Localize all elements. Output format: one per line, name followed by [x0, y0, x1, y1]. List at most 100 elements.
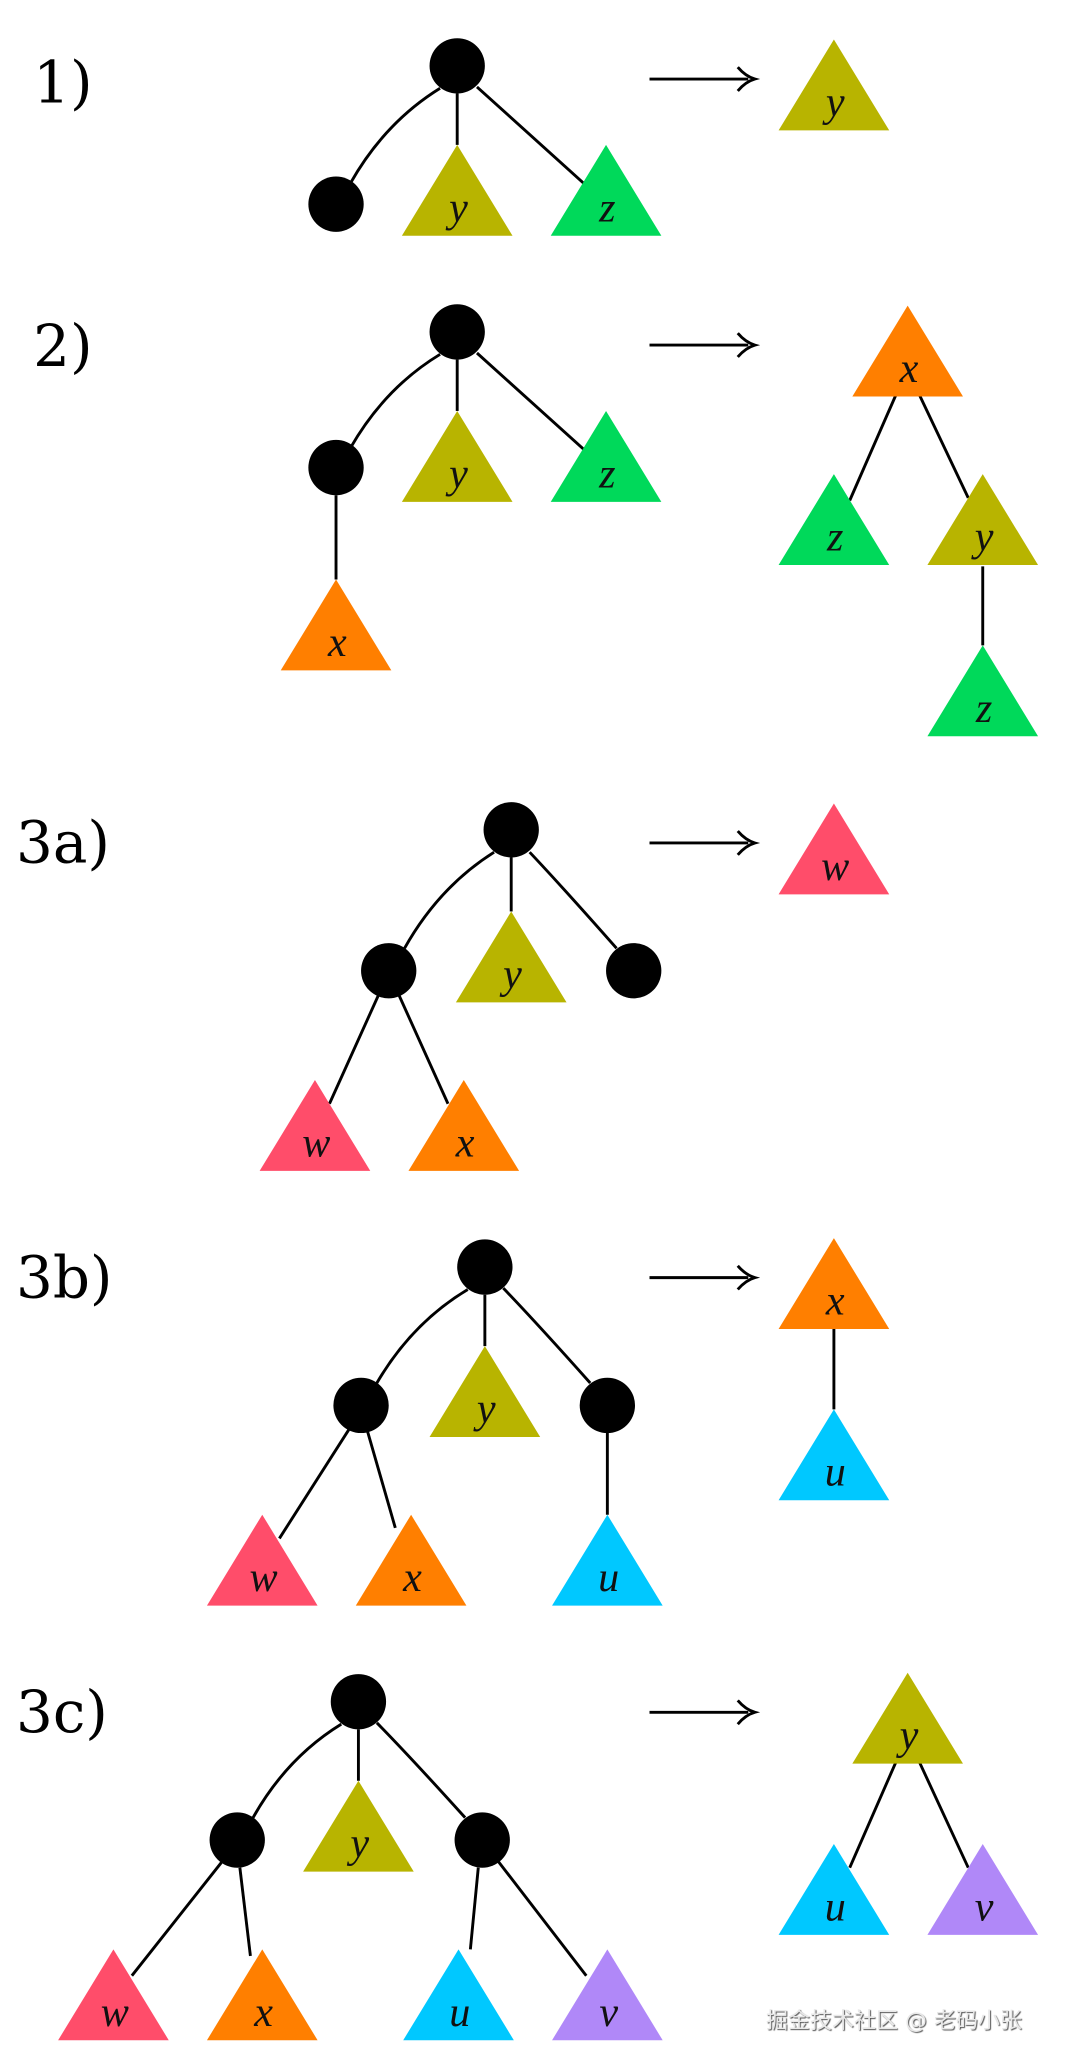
- subtree-triangle-v: [927, 1843, 1039, 1935]
- subtree-label: u: [825, 1883, 846, 1930]
- subtree-label: x: [327, 619, 347, 666]
- subtree-triangle-z: [778, 474, 890, 566]
- subtree-label: y: [445, 184, 468, 231]
- panel-label: 2): [33, 312, 92, 380]
- subtree-triangle-y: [455, 911, 567, 1003]
- subtree-triangle-x: [778, 1238, 890, 1329]
- subtree-label: y: [896, 1712, 919, 1759]
- subtree-triangle-y: [303, 1780, 414, 1872]
- internal-node: [308, 176, 364, 232]
- subtree-triangle-x: [408, 1080, 520, 1171]
- edge: [496, 1860, 588, 1977]
- edge: [349, 87, 441, 184]
- edge: [848, 394, 898, 502]
- subtree-triangle-w: [206, 1514, 318, 1606]
- internal-node: [333, 1377, 389, 1434]
- subtree-triangle-v: [552, 1949, 663, 2041]
- subtree-triangle-u: [778, 1409, 890, 1501]
- subtree-label: u: [449, 1989, 470, 2036]
- subtree-triangle-u: [552, 1514, 663, 1606]
- subtree-label: y: [971, 514, 994, 561]
- edge: [848, 1761, 898, 1869]
- subtree-label: x: [253, 1989, 273, 2036]
- subtree-triangle-x: [280, 579, 392, 671]
- internal-node: [579, 1377, 636, 1434]
- subtree-triangle-y: [429, 1346, 541, 1437]
- subtree-triangle-u: [403, 1949, 514, 2041]
- edge: [349, 353, 441, 449]
- subtree-label: y: [499, 951, 522, 998]
- internal-node: [361, 943, 417, 999]
- subtree-label: w: [101, 1989, 129, 2036]
- subtree-label: v: [599, 1989, 618, 2036]
- subtree-label: z: [598, 450, 615, 497]
- edge: [375, 1721, 467, 1819]
- subtree-triangle-x: [355, 1514, 467, 1606]
- internal-node: [429, 304, 485, 360]
- edge: [375, 1288, 469, 1384]
- subtree-triangle-y: [401, 410, 513, 502]
- arrow-icon: [736, 830, 761, 856]
- subtree-label: w: [250, 1554, 278, 1601]
- internal-node: [454, 1812, 510, 1868]
- subtree-triangle-y: [401, 144, 513, 236]
- subtree-triangle-y: [927, 474, 1039, 566]
- internal-node: [429, 38, 485, 94]
- subtree-triangle-z: [550, 144, 662, 236]
- subtree-label: z: [975, 685, 992, 732]
- subtree-label: x: [825, 1278, 845, 1325]
- subtree-label: u: [825, 1449, 846, 1496]
- subtree-triangle-y: [778, 39, 890, 131]
- subtree-label: x: [402, 1554, 422, 1601]
- internal-node: [308, 439, 364, 496]
- subtree-label: y: [346, 1820, 369, 1867]
- internal-node: [606, 943, 662, 999]
- subtree-label: z: [598, 184, 615, 231]
- subtree-triangle-w: [778, 803, 890, 895]
- edge: [328, 995, 380, 1105]
- subtree-triangle-z: [550, 410, 662, 502]
- edge: [475, 85, 586, 186]
- internal-node: [330, 1674, 387, 1730]
- subtree-triangle-y: [852, 1672, 963, 1764]
- edge: [502, 1287, 592, 1384]
- subtree-label: w: [821, 843, 849, 890]
- arrow-icon: [736, 332, 761, 358]
- edge: [366, 1431, 397, 1529]
- subtree-triangle-x: [852, 305, 963, 397]
- subtree-label: x: [899, 345, 919, 392]
- subtree-label: y: [473, 1386, 496, 1433]
- subtree-triangle-x: [206, 1949, 318, 2041]
- arrow-icon: [736, 66, 761, 92]
- subtree-label: z: [826, 514, 843, 561]
- internal-node: [457, 1239, 513, 1295]
- subtree-label: w: [302, 1119, 330, 1166]
- watermark: 掘金技术社区 @ 老码小张: [766, 2009, 1022, 2034]
- subtree-label: y: [445, 450, 468, 497]
- edge: [251, 1722, 343, 1819]
- arrow-icon: [736, 1699, 761, 1726]
- edge: [130, 1861, 223, 1977]
- edge: [397, 995, 450, 1105]
- internal-node: [209, 1812, 265, 1868]
- subtree-label: u: [598, 1554, 619, 1601]
- subtree-label: y: [822, 79, 845, 126]
- subtree-triangle-u: [778, 1843, 890, 1935]
- edge: [918, 394, 970, 499]
- subtree-triangle-w: [259, 1080, 371, 1171]
- internal-node: [483, 802, 539, 858]
- panel-label: 3a): [16, 809, 110, 877]
- panel-label: 3c): [16, 1678, 108, 1746]
- edge: [468, 1867, 480, 1950]
- subtree-label: x: [455, 1119, 475, 1166]
- edge: [528, 851, 618, 950]
- subtree-triangle-w: [58, 1949, 169, 2041]
- subtree-triangle-z: [927, 645, 1039, 737]
- edge: [278, 1428, 351, 1540]
- arrow-icon: [736, 1264, 761, 1291]
- subtree-label: v: [975, 1883, 994, 1930]
- edge: [918, 1761, 970, 1869]
- edge: [475, 351, 586, 452]
- panel-label: 3b): [16, 1243, 113, 1311]
